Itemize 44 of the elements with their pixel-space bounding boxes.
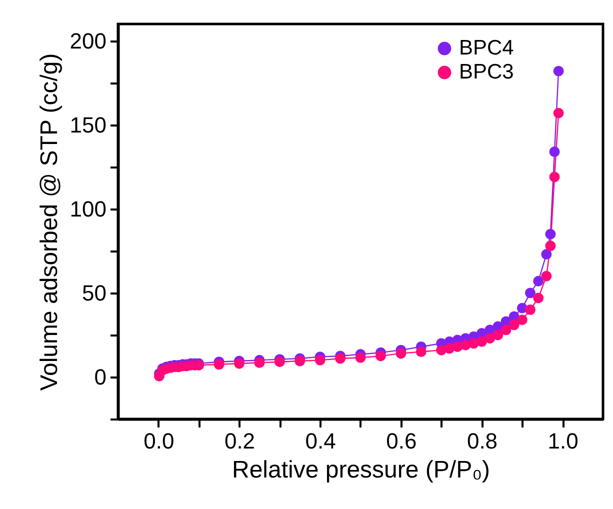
point [533,292,544,304]
y-axis-title: Volume adsorbed @ STP (cc/g) [36,53,63,391]
y-tick-label: 100 [70,196,106,222]
point [516,314,528,326]
point [541,270,552,282]
y-tick-label: 200 [70,28,106,54]
point [525,304,536,315]
point [545,240,556,252]
point [484,333,496,344]
point [549,146,560,157]
x-tick-label: 0.2 [224,428,256,454]
point [254,357,265,368]
point [553,108,564,118]
point [508,320,520,330]
x-tick-label: 0.0 [144,428,174,454]
point [500,324,512,336]
y-tick-label: 50 [82,280,106,306]
point [533,276,544,286]
point [525,288,536,298]
point [274,356,285,368]
point [355,352,366,363]
point [541,249,552,260]
x-axis-title: Relative pressure (P/P₀) [232,456,490,484]
x-tick-label: 0.6 [386,428,417,454]
point [214,359,224,370]
legend-label: BPC4 [459,36,514,60]
y-tick-label: 150 [70,112,106,138]
point [549,172,560,182]
point [476,336,487,347]
x-tick-label: 0.4 [305,428,336,454]
point [396,348,406,359]
point [375,350,386,362]
x-tick-label: 1.0 [548,428,578,454]
legend-label: BPC3 [459,60,514,84]
point [492,330,504,340]
point [314,354,326,366]
y-tick-label: 0 [94,364,106,390]
point [234,358,244,369]
point [416,346,426,357]
x-tick-label: 0.8 [466,428,498,454]
point [335,353,346,364]
point [553,66,564,76]
point [545,228,556,240]
point [294,356,306,366]
